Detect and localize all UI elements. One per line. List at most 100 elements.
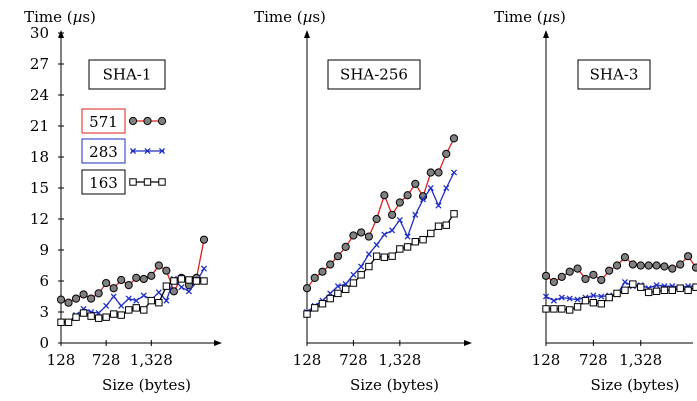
data-point xyxy=(565,267,574,276)
series-571 xyxy=(56,235,209,307)
data-point xyxy=(597,275,606,285)
x-tick-label: 128 xyxy=(293,351,322,369)
x-tick-label: 728 xyxy=(579,351,608,369)
data-point xyxy=(434,168,443,177)
data-point xyxy=(450,210,458,218)
data-point xyxy=(396,245,404,253)
data-point xyxy=(349,231,358,240)
series-571 xyxy=(541,252,697,287)
data-point xyxy=(139,274,148,284)
data-point xyxy=(550,297,557,304)
legend-box xyxy=(81,108,126,134)
data-point xyxy=(102,313,110,321)
legend-label: 571 xyxy=(89,113,118,131)
data-point xyxy=(110,293,117,300)
y-tick-label: 0 xyxy=(39,334,49,352)
data-point xyxy=(310,273,319,283)
data-point xyxy=(349,279,358,287)
data-point xyxy=(64,298,73,307)
data-point xyxy=(79,290,88,299)
data-point xyxy=(419,196,427,203)
data-point xyxy=(341,242,350,252)
y-tick-label: 30 xyxy=(30,24,49,42)
legend-marker xyxy=(158,178,166,186)
legend-box xyxy=(81,138,126,164)
data-point xyxy=(549,277,558,287)
x-axis-arrow xyxy=(464,340,472,346)
data-point xyxy=(117,275,126,285)
data-point xyxy=(326,294,334,303)
data-point xyxy=(125,295,132,302)
legend-marker xyxy=(129,178,137,186)
data-point xyxy=(125,306,133,314)
data-point xyxy=(550,305,558,313)
x-axis-title: Size (bytes) xyxy=(350,376,439,394)
data-point xyxy=(590,292,597,299)
data-point xyxy=(605,293,613,302)
data-point xyxy=(676,260,685,269)
data-point xyxy=(117,311,125,319)
data-point xyxy=(318,300,327,308)
data-point xyxy=(72,313,80,321)
y-axis-arrow xyxy=(304,30,310,38)
data-point xyxy=(450,169,458,176)
x-axis-title: Size (bytes) xyxy=(102,376,191,394)
data-point xyxy=(573,303,582,311)
data-point xyxy=(434,222,443,230)
data-point xyxy=(403,191,412,200)
data-point xyxy=(169,287,178,296)
chart-panel-2: Time (µs) 128 728 1,328 Size (bytes) SHA-256 xyxy=(254,8,472,394)
y-tick-label: 12 xyxy=(30,210,49,228)
data-point xyxy=(620,253,630,262)
data-point xyxy=(412,211,419,218)
y-tick-label: 15 xyxy=(30,179,49,197)
series-line xyxy=(306,172,455,313)
data-point xyxy=(573,264,582,273)
data-point xyxy=(163,297,170,304)
data-point xyxy=(442,149,451,159)
legend-marker xyxy=(129,147,137,155)
data-point xyxy=(302,284,312,293)
data-point xyxy=(94,289,103,298)
legend-marker xyxy=(143,178,152,186)
data-point xyxy=(162,282,171,290)
data-point xyxy=(691,263,697,272)
data-point xyxy=(318,267,327,276)
data-point xyxy=(132,273,141,283)
data-point xyxy=(147,271,156,280)
x-tick-label: 1,328 xyxy=(130,351,173,369)
data-point xyxy=(598,293,605,300)
data-point xyxy=(373,241,380,248)
data-point xyxy=(178,284,185,291)
data-point xyxy=(132,304,140,312)
data-point xyxy=(118,302,125,309)
data-point xyxy=(326,260,335,269)
data-point xyxy=(629,280,637,288)
chart-title-box xyxy=(577,59,651,90)
x-tick-label: 128 xyxy=(47,351,76,369)
data-point xyxy=(170,277,178,285)
y-tick-label: 3 xyxy=(39,303,49,321)
data-point xyxy=(87,312,95,320)
legend-label: 163 xyxy=(89,174,118,192)
data-point xyxy=(350,271,357,278)
data-point xyxy=(192,277,201,285)
chart-title-box xyxy=(327,59,421,90)
data-point xyxy=(644,261,653,270)
data-point xyxy=(388,210,397,219)
data-point xyxy=(404,233,411,240)
data-point xyxy=(558,305,566,313)
data-point xyxy=(395,198,404,207)
legend-marker xyxy=(143,116,152,126)
data-point xyxy=(427,229,435,238)
y-tick-label: 6 xyxy=(39,272,49,290)
data-point xyxy=(449,134,459,143)
data-point xyxy=(381,231,388,238)
data-point xyxy=(380,191,389,200)
data-point xyxy=(660,286,669,295)
y-tick-label: 27 xyxy=(30,55,49,73)
chart-title: SHA-1 xyxy=(103,66,152,84)
data-point xyxy=(334,289,342,298)
data-point xyxy=(581,274,590,284)
data-point xyxy=(644,288,653,297)
